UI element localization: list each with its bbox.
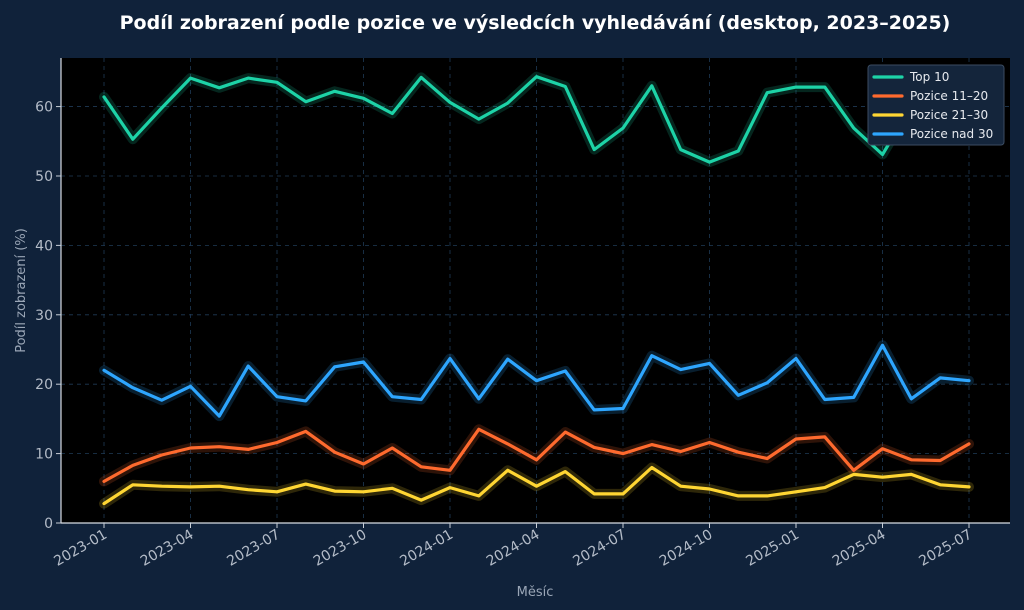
axes [60, 58, 1010, 524]
x-axis-label: Měsíc [517, 585, 554, 600]
x-tick-label: 2023-07 [224, 527, 283, 570]
y-tick-label: 40 [35, 238, 53, 254]
series-line-3 [102, 343, 971, 418]
x-tick-label: 2025-04 [830, 527, 889, 570]
x-ticks: 2023-01 2023-04 2023-07 2023-10 2024-01 2024-… [51, 523, 975, 570]
legend-box [867, 64, 1005, 146]
x-tick-label: 2025-01 [743, 527, 802, 570]
y-tick-label: 50 [35, 169, 53, 185]
legend-label: Pozice 21–30 [910, 108, 988, 122]
legend: Top 10 Pozice 11–20 Pozice 21–30 Pozice nad… [867, 64, 1005, 146]
series-line-2 [102, 465, 971, 506]
x-tick-label: 2024-01 [397, 527, 456, 570]
x-tick-label: 2024-04 [484, 527, 543, 570]
x-tick-label: 2023-04 [138, 527, 197, 570]
legend-label: Pozice 11–20 [910, 89, 988, 103]
series-line-1 [102, 427, 971, 483]
y-tick-label: 60 [35, 100, 53, 116]
x-tick-label: 2024-07 [570, 527, 629, 570]
x-tick-label: 2023-01 [51, 527, 110, 570]
y-tick-label: 30 [35, 308, 53, 324]
chart-title: Podíl zobrazení podle pozice ve výsledcí… [120, 12, 951, 34]
y-tick-label: 20 [35, 377, 53, 393]
x-tick-label: 2023-10 [311, 527, 370, 570]
x-tick-label: 2025-07 [916, 527, 975, 570]
y-tick-label: 10 [35, 447, 53, 463]
series-lines [102, 75, 971, 506]
series-line-0 [102, 75, 971, 164]
legend-label: Top 10 [909, 70, 949, 84]
legend-label: Pozice nad 30 [910, 127, 993, 141]
y-tick-label: 0 [44, 516, 53, 532]
y-axis-label: Podíl zobrazení (%) [14, 228, 29, 353]
y-ticks: 0 10 20 30 40 50 60 [35, 100, 61, 532]
x-tick-label: 2024-10 [657, 527, 716, 570]
